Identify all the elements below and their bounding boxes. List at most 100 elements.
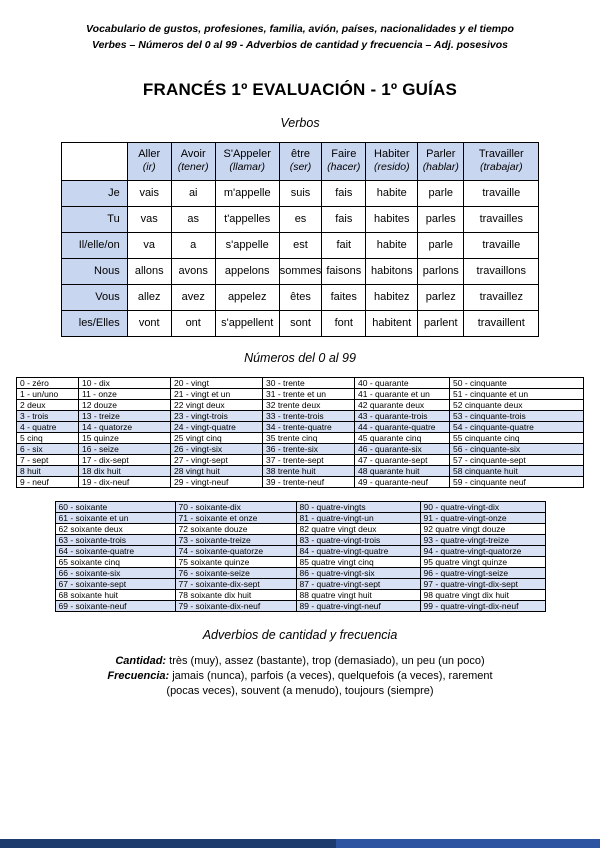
- number-cell: 56 - cinquante-six: [449, 442, 584, 455]
- verb-form-cell: habites: [365, 205, 419, 233]
- frecuencia-label: Frecuencia:: [107, 670, 170, 683]
- number-cell: 23 - vingt-trois: [170, 409, 263, 422]
- number-cell: 79 - soixante-dix-neuf: [174, 599, 297, 612]
- number-row: 66 - soixante-six 76 - soixante-seize 86 -…: [54, 566, 546, 579]
- number-cell: 20 - vingt: [170, 376, 263, 389]
- verb-form-cell: travaillons: [463, 257, 540, 285]
- verb-translation: (hablar): [422, 161, 459, 174]
- verb-form-cell: sommes: [278, 257, 323, 285]
- number-cell: 66 - soixante-six: [54, 566, 176, 579]
- verb-form-cell: vont: [126, 309, 172, 337]
- number-cell: 87 - quatre-vingt-sept: [295, 577, 421, 590]
- number-row: 65 soixante cinq 75 soixante quinze 85 qua…: [54, 555, 546, 568]
- number-cell: 85 quatre vingt cinq: [295, 555, 421, 568]
- number-cell: 89 - quatre-vingt-neuf: [295, 599, 421, 612]
- number-cell: 38 trente huit: [262, 464, 355, 477]
- number-cell: 10 - dix: [78, 376, 171, 389]
- cantidad-label: Cantidad:: [115, 654, 167, 667]
- number-cell: 24 - vingt-quatre: [170, 420, 263, 433]
- verb-form-cell: font: [321, 309, 367, 337]
- verb-row: Je vais ai m'appelle suis fais habite parle trav…: [60, 179, 540, 207]
- number-cell: 50 - cinquante: [449, 376, 584, 389]
- number-cell: 42 quarante deux: [354, 398, 450, 411]
- number-cell: 86 - quatre-vingt-six: [295, 566, 421, 579]
- number-cell: 18 dix huit: [78, 464, 171, 477]
- verb-name: S'Appeler: [223, 148, 271, 161]
- number-row: 62 soixante deux 72 soixante douze 82 quat…: [54, 522, 546, 535]
- number-cell: 82 quatre vingt deux: [295, 522, 421, 535]
- number-cell: 3 - trois: [16, 409, 79, 422]
- verb-form-cell: parlent: [417, 309, 465, 337]
- verb-form-cell: parles: [417, 205, 465, 233]
- verb-form-cell: travaille: [463, 179, 540, 207]
- verb-form-cell: habite: [365, 231, 419, 259]
- verb-form-cell: es: [278, 205, 323, 233]
- footer-bar: [0, 839, 600, 848]
- section-title-numeros: Números del 0 al 99: [244, 350, 356, 365]
- number-cell: 0 - zéro: [16, 376, 79, 389]
- verb-form-cell: fais: [321, 179, 367, 207]
- verb-column-header: être (ser): [278, 141, 323, 181]
- verb-form-cell: habitent: [365, 309, 419, 337]
- number-cell: 67 - soixante-sept: [54, 577, 176, 590]
- number-cell: 14 - quatorze: [78, 420, 171, 433]
- verb-form-cell: suis: [278, 179, 323, 207]
- number-row: 69 - soixante-neuf 79 - soixante-dix-neuf…: [54, 599, 546, 612]
- number-cell: 5 cinq: [16, 431, 79, 444]
- number-cell: 75 soixante quinze: [174, 555, 297, 568]
- verb-column-header: Aller (ir): [126, 141, 172, 181]
- document-subtitle: Vocabulario de gustos, profesiones, fami…: [0, 0, 600, 54]
- number-cell: 99 - quatre-vingt-dix-neuf: [419, 599, 546, 612]
- verb-form-cell: appelons: [214, 257, 280, 285]
- number-cell: 16 - seize: [78, 442, 171, 455]
- number-cell: 43 - quarante-trois: [354, 409, 450, 422]
- verb-row: Nous allons avons appelons sommes faisons habi…: [60, 257, 540, 285]
- number-cell: 41 - quarante et un: [354, 387, 450, 400]
- frecuencia-text: jamais (nunca), parfois (a veces), quelq…: [166, 670, 493, 698]
- number-cell: 8 huit: [16, 464, 79, 477]
- number-cell: 6 - six: [16, 442, 79, 455]
- number-cell: 11 - onze: [78, 387, 171, 400]
- number-cell: 12 douze: [78, 398, 171, 411]
- verb-form-cell: appelez: [214, 283, 280, 311]
- number-cell: 95 quatre vingt quinze: [419, 555, 546, 568]
- number-row: 60 - soixante 70 - soixante-dix 80 - quatr…: [54, 500, 546, 513]
- frecuencia-line: Frecuencia: jamais (nunca), parfois (a v…: [100, 669, 500, 699]
- verb-translation: (llamar): [229, 161, 266, 174]
- number-row: 4 - quatre 14 - quatorze 24 - vingt-quatre…: [16, 420, 584, 433]
- verb-conjugation-table: Aller (ir) Avoir (tener) S'Appeler (llamar) êt…: [60, 141, 540, 337]
- number-cell: 78 soixante dix huit: [174, 588, 297, 601]
- verb-translation: (trabajar): [479, 161, 523, 174]
- verb-form-cell: vais: [126, 179, 172, 207]
- number-cell: 17 - dix-sept: [78, 453, 171, 466]
- number-row: 68 soixante huit 78 soixante dix huit 88 q…: [54, 588, 546, 601]
- verb-form-cell: avons: [170, 257, 216, 285]
- section-title-verbos: Verbos: [280, 115, 320, 130]
- number-cell: 63 - soixante-trois: [54, 533, 176, 546]
- numbers-table-2-body: 60 - soixante 70 - soixante-dix 80 - quatr…: [54, 500, 546, 612]
- verb-form-cell: allons: [126, 257, 172, 285]
- number-cell: 77 - soixante-dix-sept: [174, 577, 297, 590]
- number-cell: 13 - treize: [78, 409, 171, 422]
- number-row: 2 deux 12 douze 22 vingt deux 32 trente deu…: [16, 398, 584, 411]
- verb-translation: (ir): [142, 161, 156, 174]
- verb-form-cell: t'appelles: [214, 205, 280, 233]
- verb-form-cell: s'appellent: [214, 309, 280, 337]
- subtitle-line-2: Verbes – Números del 0 al 99 - Adverbios…: [91, 38, 509, 51]
- numbers-table-1-body: 0 - zéro 10 - dix 20 - vingt 30 - trente 40 …: [16, 376, 584, 488]
- verb-form-cell: parlons: [417, 257, 465, 285]
- subtitle-line-1: Vocabulario de gustos, profesiones, fami…: [86, 23, 514, 35]
- number-cell: 21 - vingt et un: [170, 387, 263, 400]
- number-row: 5 cinq 15 quinze 25 vingt cinq 35 trente ci…: [16, 431, 584, 444]
- verb-column-header: Habiter (resido): [365, 141, 419, 181]
- verb-form-cell: parle: [417, 231, 465, 259]
- number-cell: 30 - trente: [262, 376, 355, 389]
- verb-translation: (ser): [289, 161, 312, 174]
- number-cell: 93 - quatre-vingt-treize: [419, 533, 546, 546]
- verb-row: Il/elle/on va a s'appelle est fait habite parle…: [60, 231, 540, 259]
- verb-form-cell: travaille: [463, 231, 540, 259]
- numbers-table-60-99: 60 - soixante 70 - soixante-dix 80 - quatr…: [54, 500, 546, 612]
- verb-form-cell: faisons: [321, 257, 367, 285]
- verb-form-cell: ont: [170, 309, 216, 337]
